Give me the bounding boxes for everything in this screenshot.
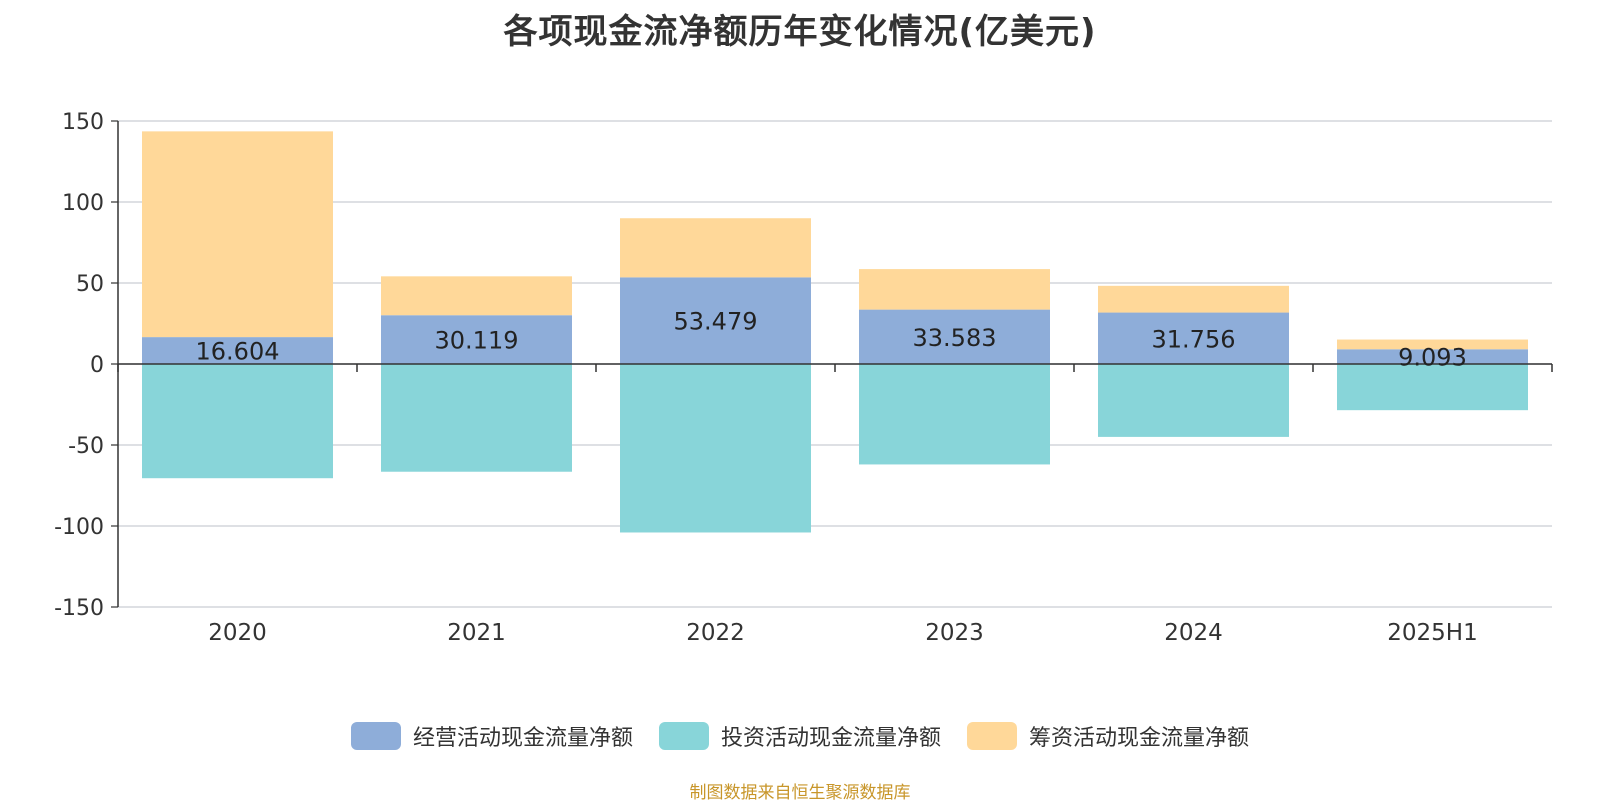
legend-swatch-operating: [350, 722, 401, 750]
bar-financing-2023[interactable]: [859, 269, 1050, 310]
data-label-operating: 9.093: [1398, 344, 1467, 372]
legend-item-operating[interactable]: 经营活动现金流量净额: [350, 720, 633, 752]
x-tick-label: 2022: [686, 620, 745, 646]
x-tick-label: 2023: [925, 620, 984, 646]
bar-operating-2021[interactable]: [381, 315, 572, 364]
legend-swatch-investing: [658, 722, 709, 750]
y-tick-label: 100: [62, 191, 104, 216]
x-tick-label: 2021: [447, 620, 506, 646]
data-label-operating: 33.583: [913, 324, 997, 352]
bar-financing-2021[interactable]: [381, 276, 572, 316]
chart-title: 各项现金流净额历年变化情况(亿美元): [503, 12, 1097, 52]
y-tick-label: -50: [68, 434, 104, 459]
legend-swatch-financing: [967, 722, 1017, 750]
axis-layer: [111, 120, 1553, 608]
y-tick-label: -150: [54, 596, 104, 621]
chart-canvas: 150 100 50 0 -50 -100 -150 2020 2021 2022 2023 2024…: [54, 110, 1553, 646]
x-tick-label: 2024: [1164, 620, 1223, 646]
y-tick-label: 0: [90, 353, 104, 378]
legend-item-investing[interactable]: 投资活动现金流量净额: [658, 720, 941, 752]
bar-investing-2025H1[interactable]: [1337, 364, 1528, 411]
bar-financing-2025H1[interactable]: [1337, 339, 1528, 350]
data-label-operating: 53.479: [674, 308, 758, 336]
bar-investing-2021[interactable]: [381, 364, 572, 472]
bar-operating-2020[interactable]: [142, 337, 333, 364]
bar-investing-2023[interactable]: [859, 364, 1050, 465]
legend-label-investing: 投资活动现金流量净额: [720, 726, 941, 751]
y-tick-label: 150: [62, 110, 104, 135]
bar-investing-2020[interactable]: [142, 364, 333, 479]
label-layer: 150 100 50 0 -50 -100 -150 2020 2021 2022 2023 2024…: [54, 110, 1478, 646]
bar-financing-2022[interactable]: [620, 218, 811, 278]
legend-label-operating: 经营活动现金流量净额: [412, 726, 633, 751]
y-tick-label: 50: [76, 272, 104, 297]
bar-financing-2020[interactable]: [142, 131, 333, 338]
bar-investing-2022[interactable]: [620, 364, 811, 533]
bar-operating-2023[interactable]: [859, 309, 1050, 364]
bar-financing-2024[interactable]: [1098, 285, 1289, 313]
data-label-operating: 16.604: [196, 338, 280, 366]
data-label-operating: 30.119: [435, 327, 519, 355]
data-label-operating: 31.756: [1152, 325, 1236, 353]
x-tick-label: 2020: [208, 620, 267, 646]
y-tick-label: -100: [54, 515, 104, 540]
bar-layer: [142, 131, 1528, 533]
legend-item-financing[interactable]: 筹资活动现金流量净额: [967, 720, 1249, 752]
legend-label-financing: 筹资活动现金流量净额: [1029, 726, 1250, 751]
legend: 经营活动现金流量净额 投资活动现金流量净额 筹资活动现金流量净额: [0, 720, 1600, 752]
bar-investing-2024[interactable]: [1098, 364, 1289, 437]
bar-operating-2022[interactable]: [620, 277, 811, 364]
bar-operating-2025H1[interactable]: [1337, 349, 1528, 364]
x-tick-label: 2025H1: [1387, 620, 1477, 646]
source-note: 制图数据来自恒生聚源数据库: [689, 783, 911, 803]
bar-operating-2024[interactable]: [1098, 312, 1289, 364]
